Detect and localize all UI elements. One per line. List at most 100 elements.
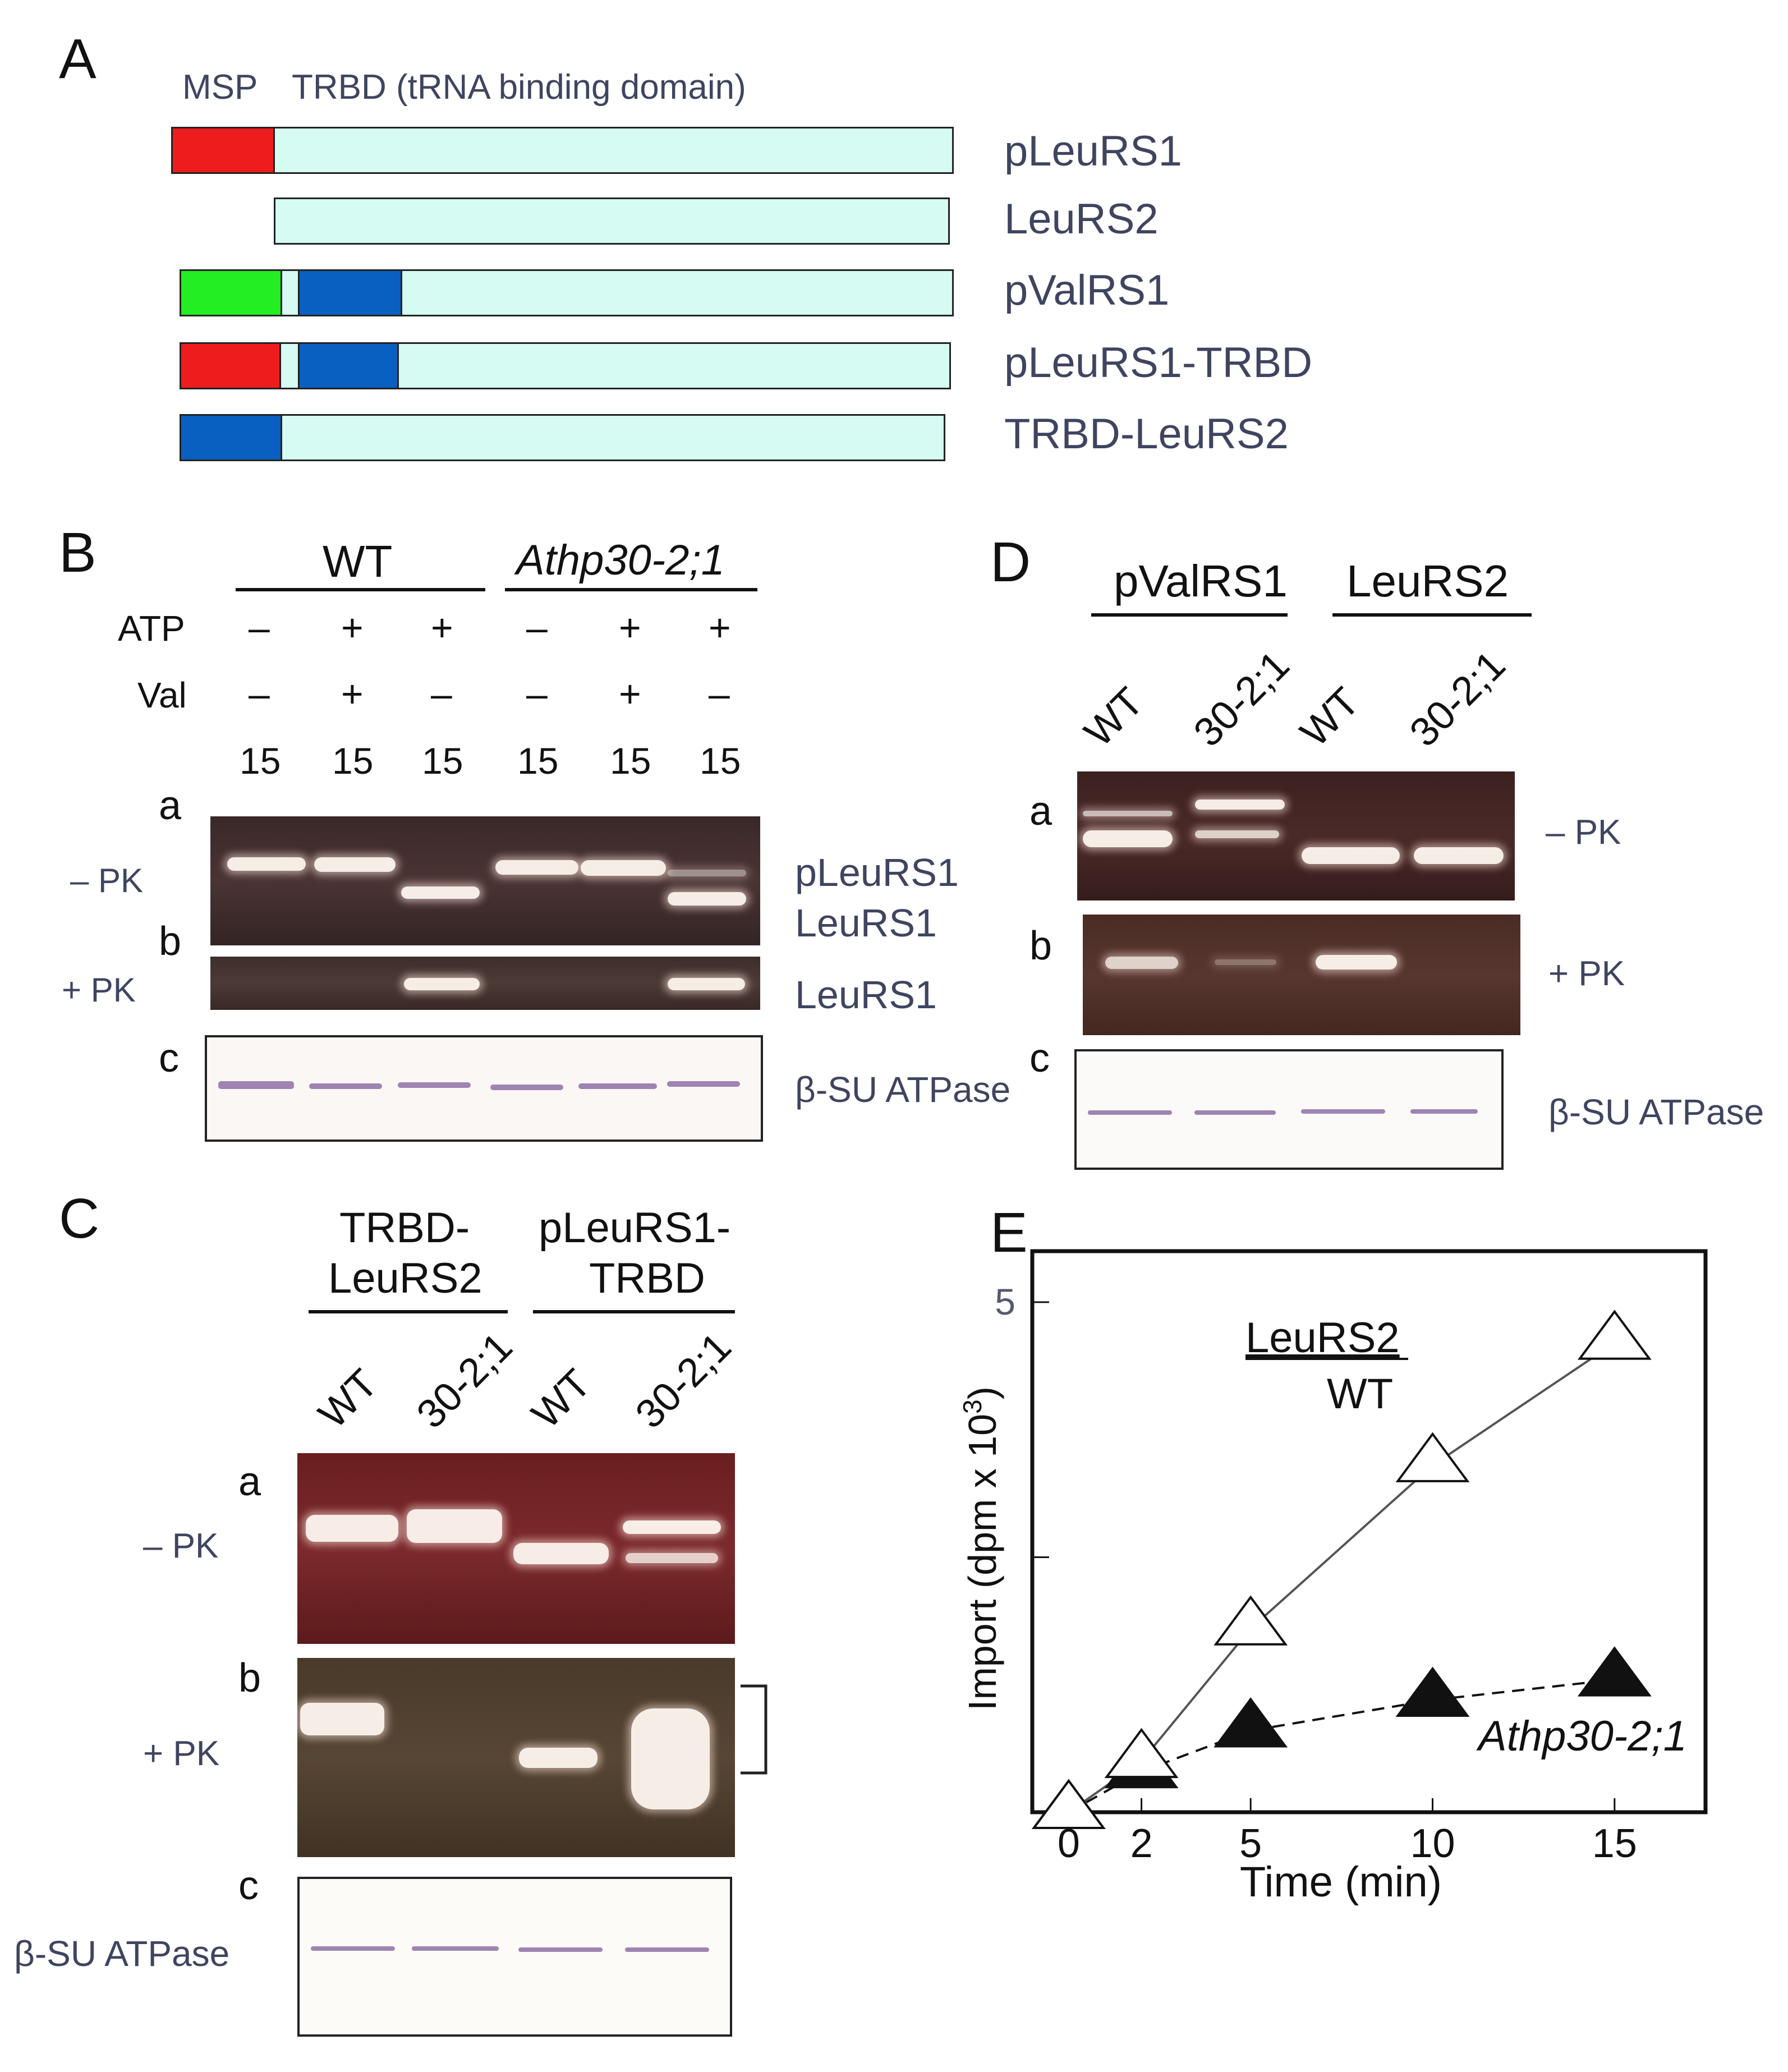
row-label-val: Val: [137, 675, 187, 715]
gel-d-minus-pk: [1077, 771, 1515, 901]
band-label-pleurs1: pLeuRS1: [795, 851, 959, 894]
gel-d-plus-pk: [1083, 915, 1520, 1035]
gel-band: [401, 886, 480, 899]
gel-band: [668, 870, 746, 876]
data-point-mutant: [1395, 1666, 1470, 1717]
x-tick-label: 10: [1410, 1821, 1455, 1866]
blot-b-atpase: [205, 1035, 763, 1142]
gel-band: [300, 1703, 384, 1735]
minus-pk-label: – PK: [1546, 813, 1621, 852]
subpanel-a-label: a: [159, 783, 182, 828]
lane-label: WT: [1075, 679, 1152, 756]
gel-band: [1083, 811, 1173, 816]
time-label: 15: [422, 740, 463, 782]
minus-pk-label: – PK: [70, 862, 144, 899]
row-label-atp: ATP: [118, 608, 185, 649]
lane-label: WT: [1291, 679, 1368, 756]
blot-band: [625, 1947, 709, 1952]
group-label-mutant: Athp30-2;1: [516, 536, 725, 584]
val-sign: +: [341, 673, 364, 715]
group-label-trbd-leurs2-l1: TRBD-: [339, 1204, 470, 1252]
time-label: 15: [517, 740, 559, 782]
construct-bar-leurs2: [274, 197, 950, 245]
data-point-wt: [1214, 1595, 1288, 1646]
group-label-leurs2: LeuRS2: [1346, 556, 1509, 606]
atp-sign: –: [526, 607, 548, 649]
x-tick-label: 15: [1592, 1821, 1637, 1866]
val-sign: –: [709, 673, 730, 715]
gel-band: [1195, 830, 1279, 838]
subpanel-c-label: c: [159, 1036, 179, 1081]
msp-segment: [181, 271, 282, 315]
construct-label: pLeuRS1-TRBD: [1004, 339, 1313, 387]
blot-band: [490, 1085, 563, 1090]
blot-band: [1410, 1109, 1478, 1114]
blot-band: [311, 1946, 395, 1951]
val-sign: –: [431, 673, 452, 715]
gel-band: [227, 857, 306, 871]
construct-label: pLeuRS1: [1004, 127, 1182, 175]
blot-band: [1301, 1109, 1385, 1114]
gel-band: [668, 892, 746, 906]
data-point-mutant: [1214, 1697, 1288, 1748]
panel-b-letter: B: [59, 521, 96, 584]
time-label: 15: [610, 740, 651, 782]
msp-segment: [173, 128, 275, 172]
gel-c-plus-pk: [297, 1658, 735, 1857]
x-tick-label: 2: [1130, 1821, 1153, 1866]
msp-segment: [181, 344, 281, 388]
gel-band: [1083, 830, 1173, 847]
minus-pk-label: – PK: [143, 1527, 219, 1565]
construct-bar-trbd-leurs2: [180, 414, 945, 461]
y-tick-label: 5: [995, 1281, 1015, 1322]
data-point-mutant: [1577, 1646, 1652, 1697]
series-line-mutant: [1068, 1678, 1615, 1813]
time-label: 15: [700, 740, 741, 782]
construct-bar-pvalrs1: [180, 269, 954, 316]
data-point-wt: [1031, 1779, 1106, 1829]
group-underline: [236, 588, 485, 591]
plus-pk-label: + PK: [143, 1734, 220, 1773]
legend-mutant-label: Athp30-2;1: [1476, 1712, 1687, 1760]
subpanel-b-label: b: [238, 1656, 261, 1701]
gel-band: [668, 978, 745, 990]
group-underline: [505, 588, 757, 591]
lane-label: 30-2;1: [1401, 642, 1514, 756]
blot-band: [309, 1083, 382, 1089]
gel-band: [404, 978, 480, 990]
blot-band: [578, 1083, 657, 1089]
plus-pk-label: + PK: [62, 971, 136, 1009]
panel-e-letter: E: [990, 1201, 1028, 1264]
trbd-segment: [298, 271, 402, 315]
group-label-pleurs1-trbd-l1: pLeuRS1-: [539, 1204, 731, 1252]
atp-sign: +: [431, 607, 453, 649]
band-label-leurs1-pk: LeuRS1: [795, 973, 937, 1017]
legend-trbd: TRBD (tRNA binding domain): [292, 68, 746, 107]
val-sign: –: [526, 673, 548, 715]
atp-sign: +: [341, 607, 364, 649]
subpanel-b-label: b: [1029, 924, 1052, 968]
blot-band: [1088, 1110, 1172, 1115]
legend-msp: MSP: [182, 68, 258, 107]
gel-c-minus-pk: [297, 1453, 735, 1644]
gel-band: [1195, 800, 1285, 810]
blot-d-atpase: [1074, 1049, 1504, 1170]
gel-band: [407, 1509, 502, 1543]
construct-bar-pleurs1: [171, 127, 954, 174]
plot-frame: [1030, 1249, 1708, 1814]
lane-label: WT: [523, 1361, 600, 1437]
group-underline: [1091, 613, 1288, 617]
lane-label: WT: [310, 1361, 387, 1437]
group-underline: [533, 1310, 735, 1313]
blot-band: [218, 1081, 294, 1089]
lane-label: 30-2;1: [627, 1324, 740, 1437]
gel-band: [519, 1748, 597, 1768]
gel-band: [626, 1553, 718, 1563]
bracket: [741, 1684, 767, 1775]
plus-pk-label: + PK: [1548, 954, 1625, 993]
data-point-wt: [1104, 1728, 1179, 1779]
gel-band: [314, 857, 396, 872]
blot-c-atpase: [297, 1877, 732, 2037]
trbd-segment: [298, 344, 399, 388]
